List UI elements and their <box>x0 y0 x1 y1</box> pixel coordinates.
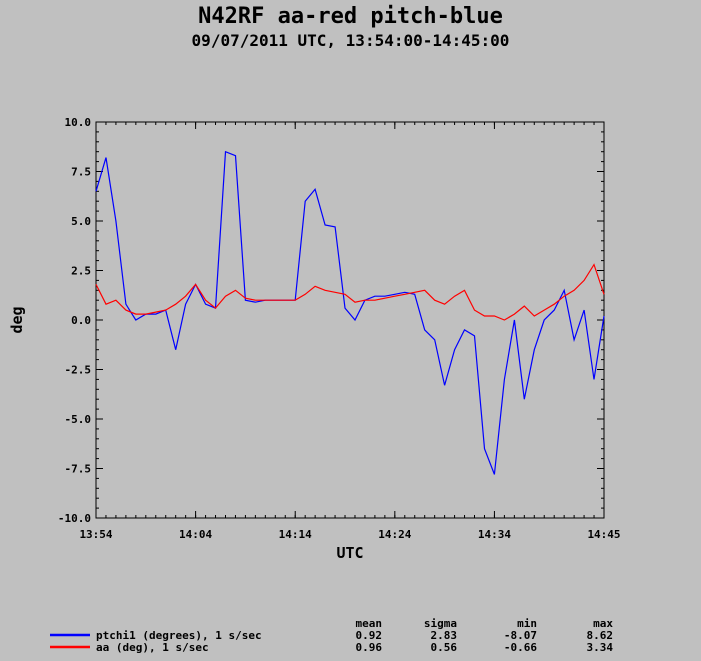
y-tick-label: 5.0 <box>71 215 91 228</box>
legend-entry-0: ptchi1 (degrees), 1 s/sec <box>96 629 262 642</box>
y-tick-label: -7.5 <box>65 463 92 476</box>
series-line-1 <box>95 263 605 321</box>
y-tick-label: 2.5 <box>71 265 91 278</box>
plot-frame <box>95 121 605 519</box>
stats-header-mean: mean <box>356 617 383 630</box>
chart-subtitle: 09/07/2011 UTC, 13:54:00-14:45:00 <box>191 31 510 50</box>
y-tick-label: 7.5 <box>71 166 91 179</box>
legend-mean-1: 0.96 <box>356 641 383 654</box>
x-tick-label: 14:34 <box>478 528 511 541</box>
x-tick-label: 14:04 <box>179 528 212 541</box>
legend-max-0: 8.62 <box>587 629 614 642</box>
series-line-0 <box>95 150 605 475</box>
x-tick-label: 14:14 <box>279 528 312 541</box>
legend-min-0: -8.07 <box>504 629 537 642</box>
legend-sigma-0: 2.83 <box>431 629 458 642</box>
x-tick-label: 14:45 <box>587 528 620 541</box>
legend-entry-1: aa (deg), 1 s/sec <box>96 641 209 654</box>
legend-min-1: -0.66 <box>504 641 537 654</box>
legend-mean-0: 0.92 <box>356 629 383 642</box>
y-tick-label: 0.0 <box>71 314 91 327</box>
y-tick-label: 10.0 <box>65 116 92 129</box>
y-tick-label: -10.0 <box>58 512 91 525</box>
stats-header-max: max <box>593 617 613 630</box>
y-axis-label: deg <box>8 306 26 333</box>
legend-max-1: 3.34 <box>587 641 614 654</box>
chart-title: N42RF aa-red pitch-blue <box>198 4 503 29</box>
legend-sigma-1: 0.56 <box>431 641 458 654</box>
stats-header-sigma: sigma <box>424 617 457 630</box>
x-tick-label: 14:24 <box>378 528 411 541</box>
x-axis-label: UTC <box>336 544 363 562</box>
y-tick-label: -5.0 <box>65 413 92 426</box>
x-tick-label: 13:54 <box>79 528 112 541</box>
y-tick-label: -2.5 <box>65 364 92 377</box>
stats-header-min: min <box>517 617 537 630</box>
